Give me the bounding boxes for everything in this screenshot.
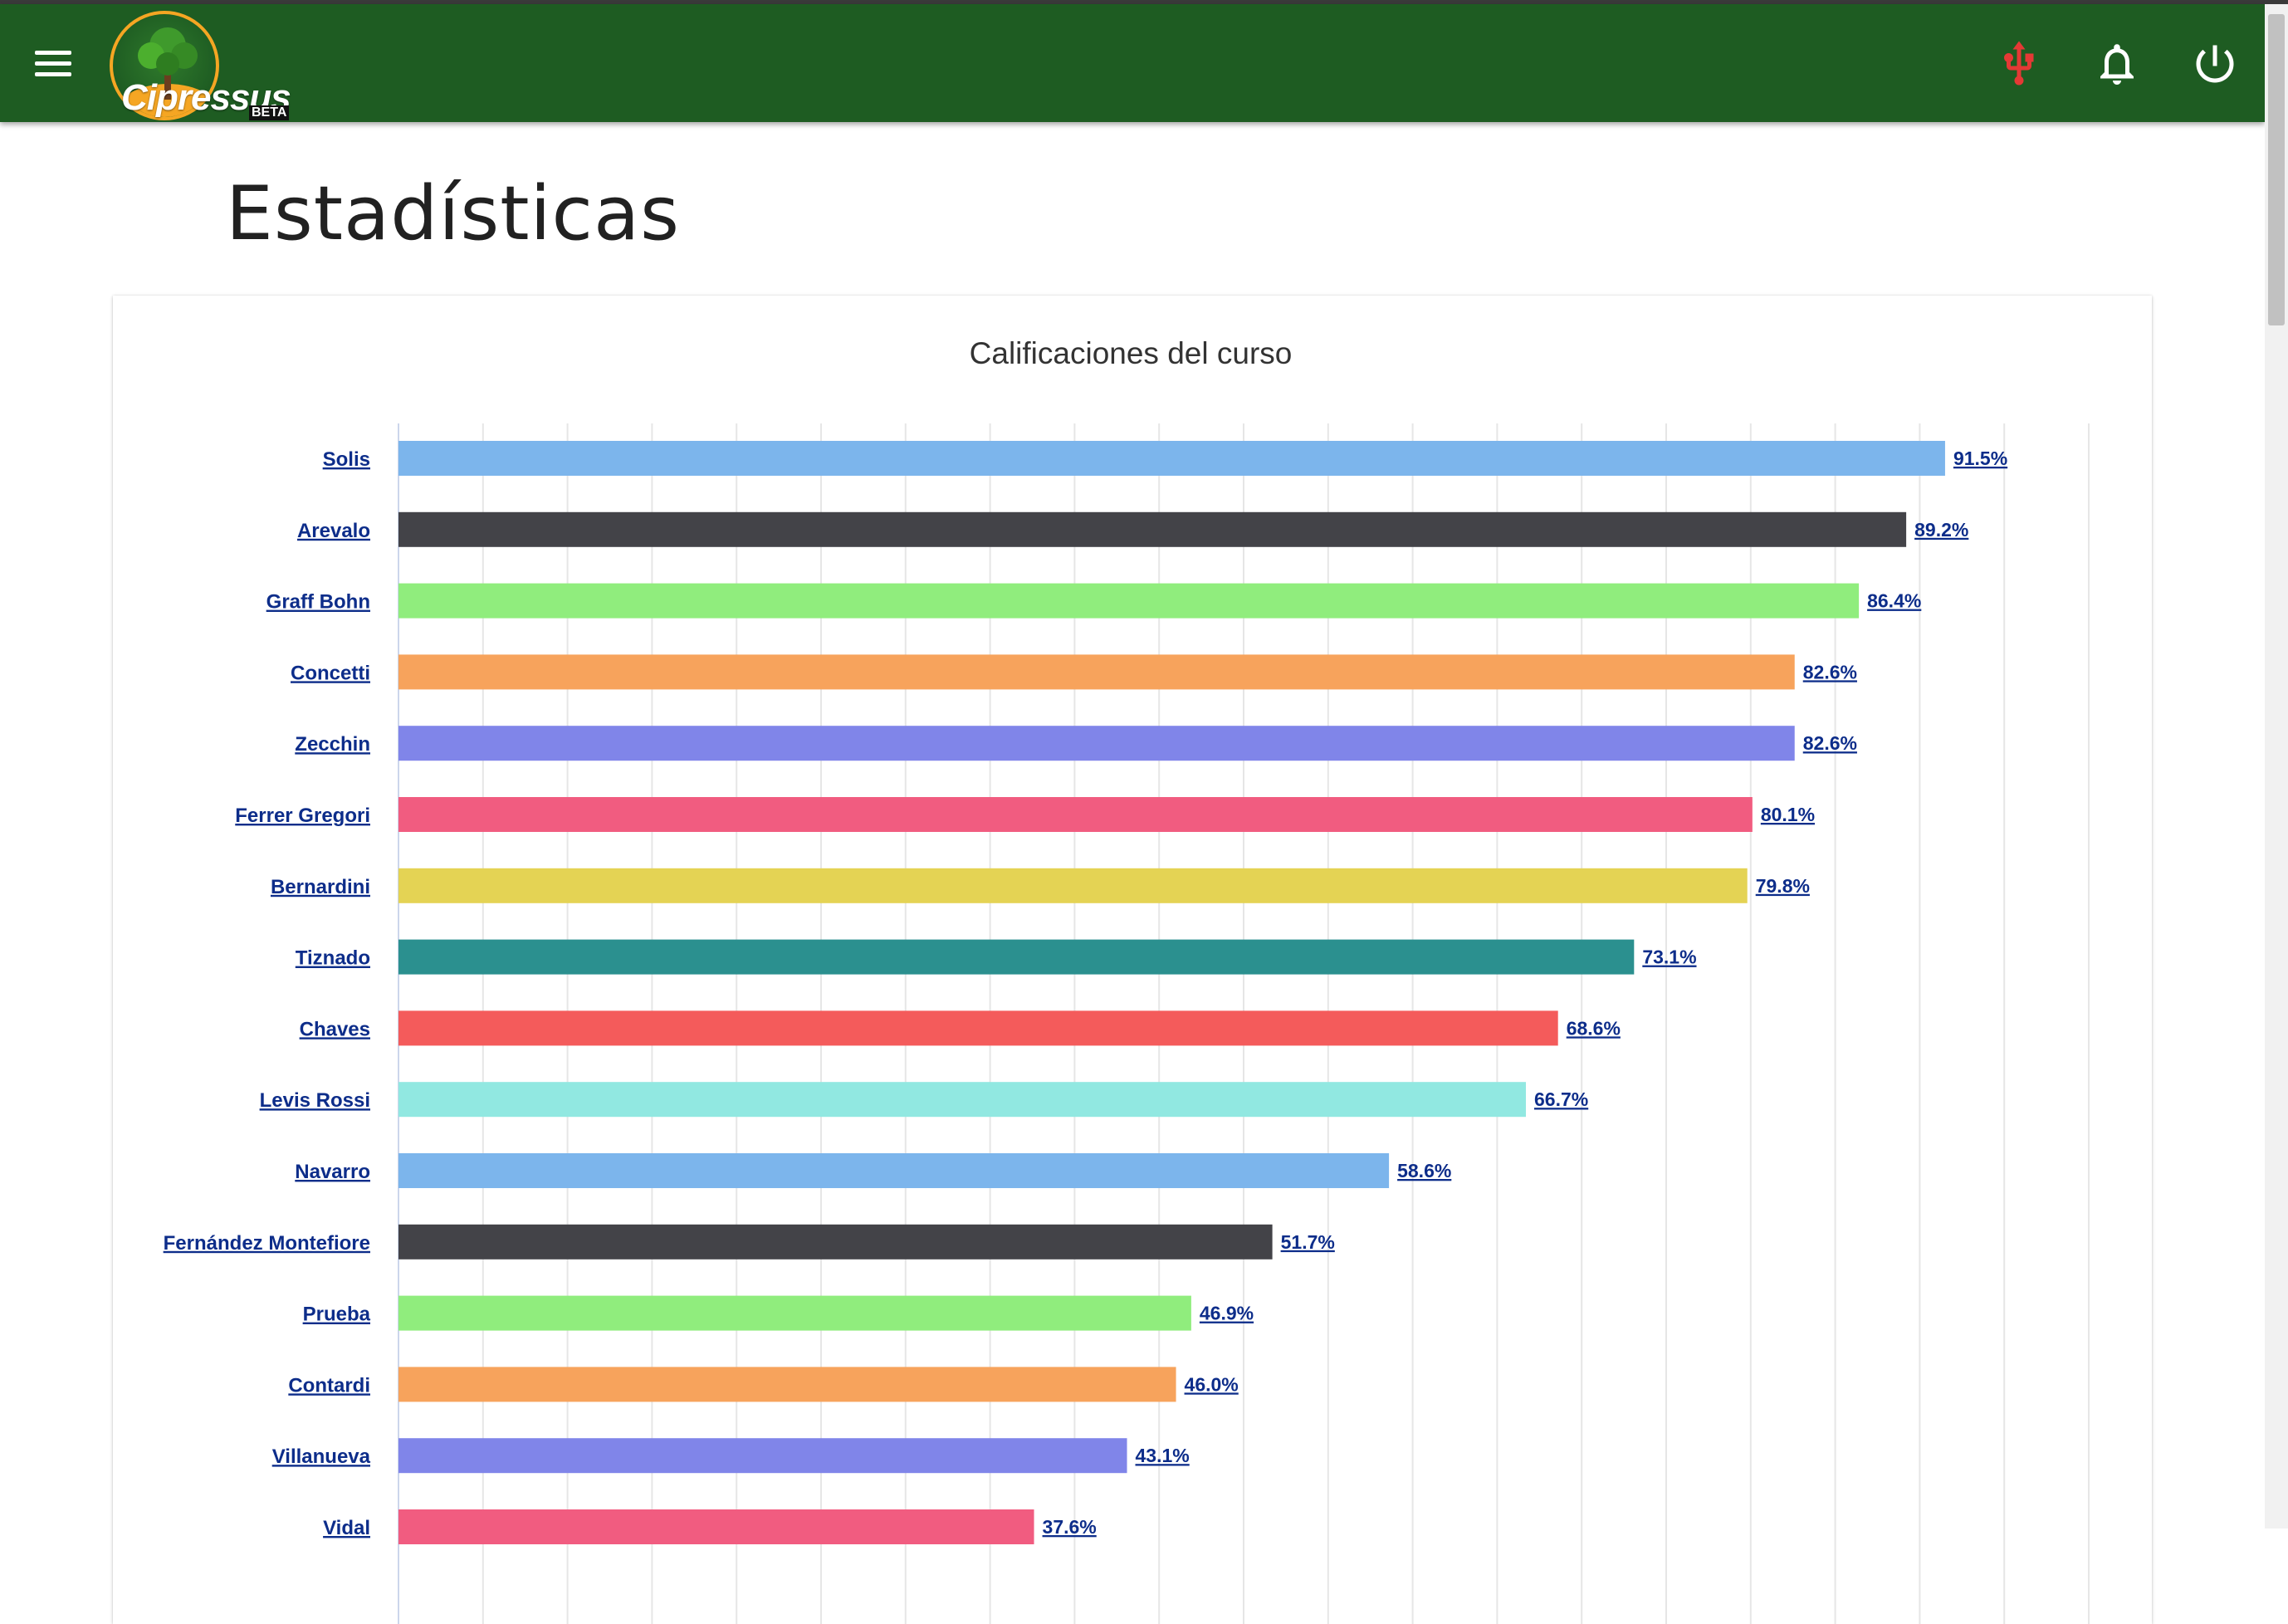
menu-button[interactable] [30,41,76,87]
tree-icon [138,27,198,100]
bar[interactable] [398,1509,1034,1544]
page-title: Estadísticas [226,170,681,257]
menu-icon-line [35,72,71,76]
bar[interactable] [398,654,1795,690]
category-label[interactable]: Graff Bohn [266,591,370,614]
category-label[interactable]: Tiznado [296,947,370,970]
bar[interactable] [398,1295,1191,1331]
app-logo[interactable]: Cipressus BETA [108,7,299,124]
app-bar: Cipressus BETA [0,4,2265,122]
value-label[interactable]: 51.7% [1281,1231,1335,1253]
bar[interactable] [398,939,1635,975]
category-label[interactable]: Levis Rossi [260,1089,370,1112]
logout-button[interactable] [2190,39,2240,89]
chart-bars: Solis 91.5% Arevalo 89.2% Graff Bohn 86.4% Con… [164,441,2007,1544]
usb-icon [2004,41,2034,86]
category-label[interactable]: Navarro [295,1161,370,1183]
value-label[interactable]: 37.6% [1043,1516,1097,1538]
bell-icon [2100,44,2134,85]
value-label[interactable]: 66.7% [1534,1088,1588,1110]
bar[interactable] [398,1224,1273,1260]
value-label[interactable]: 89.2% [1914,519,1968,541]
bar[interactable] [398,441,1945,476]
scrollbar-thumb[interactable] [2268,14,2285,325]
value-label[interactable]: 73.1% [1642,947,1696,968]
bar[interactable] [398,1010,1558,1046]
window-top-border [0,0,2288,4]
page-scrollbar[interactable] [2265,4,2288,1529]
value-label[interactable]: 82.6% [1803,732,1857,754]
logo-emblem [110,11,219,120]
bar[interactable] [398,868,1748,903]
category-label[interactable]: Zecchin [295,733,370,756]
category-label[interactable]: Prueba [303,1304,371,1326]
category-label[interactable]: Concetti [291,662,370,684]
bar[interactable] [398,1082,1527,1118]
beta-badge: BETA [249,105,290,120]
value-label[interactable]: 68.6% [1567,1017,1621,1039]
value-label[interactable]: 80.1% [1761,804,1815,825]
value-label[interactable]: 58.6% [1397,1160,1451,1181]
notifications-button[interactable] [2092,39,2142,89]
value-label[interactable]: 86.4% [1867,590,1921,612]
category-label[interactable]: Contardi [288,1374,370,1397]
value-label[interactable]: 79.8% [1756,875,1810,897]
value-label[interactable]: 82.6% [1803,661,1857,682]
chart-card: Calificaciones del curso Solis 91.5% Areva… [113,296,2152,1624]
usb-button[interactable] [1994,39,2044,89]
value-label[interactable]: 46.0% [1185,1373,1239,1395]
bar[interactable] [398,1438,1127,1474]
value-label[interactable]: 46.9% [1200,1303,1254,1324]
value-label[interactable]: 91.5% [1953,448,2007,469]
bar[interactable] [398,726,1795,761]
category-label[interactable]: Arevalo [297,520,370,542]
bar[interactable] [398,511,1907,547]
bar[interactable] [398,1367,1176,1402]
grades-bar-chart: Calificaciones del curso Solis 91.5% Areva… [164,336,2090,1624]
category-label[interactable]: Fernández Montefiore [164,1232,370,1255]
bar[interactable] [398,1153,1390,1188]
category-label[interactable]: Ferrer Gregori [235,805,370,827]
power-icon [2196,45,2234,83]
bar[interactable] [398,583,1860,619]
category-label[interactable]: Solis [323,448,370,471]
bar[interactable] [398,797,1753,832]
chart-title: Calificaciones del curso [970,336,1293,370]
category-label[interactable]: Villanueva [272,1445,371,1468]
menu-icon-line [35,61,71,66]
value-label[interactable]: 43.1% [1136,1445,1190,1466]
menu-icon [35,51,71,55]
category-label[interactable]: Bernardini [271,876,370,898]
category-label[interactable]: Chaves [300,1018,370,1040]
